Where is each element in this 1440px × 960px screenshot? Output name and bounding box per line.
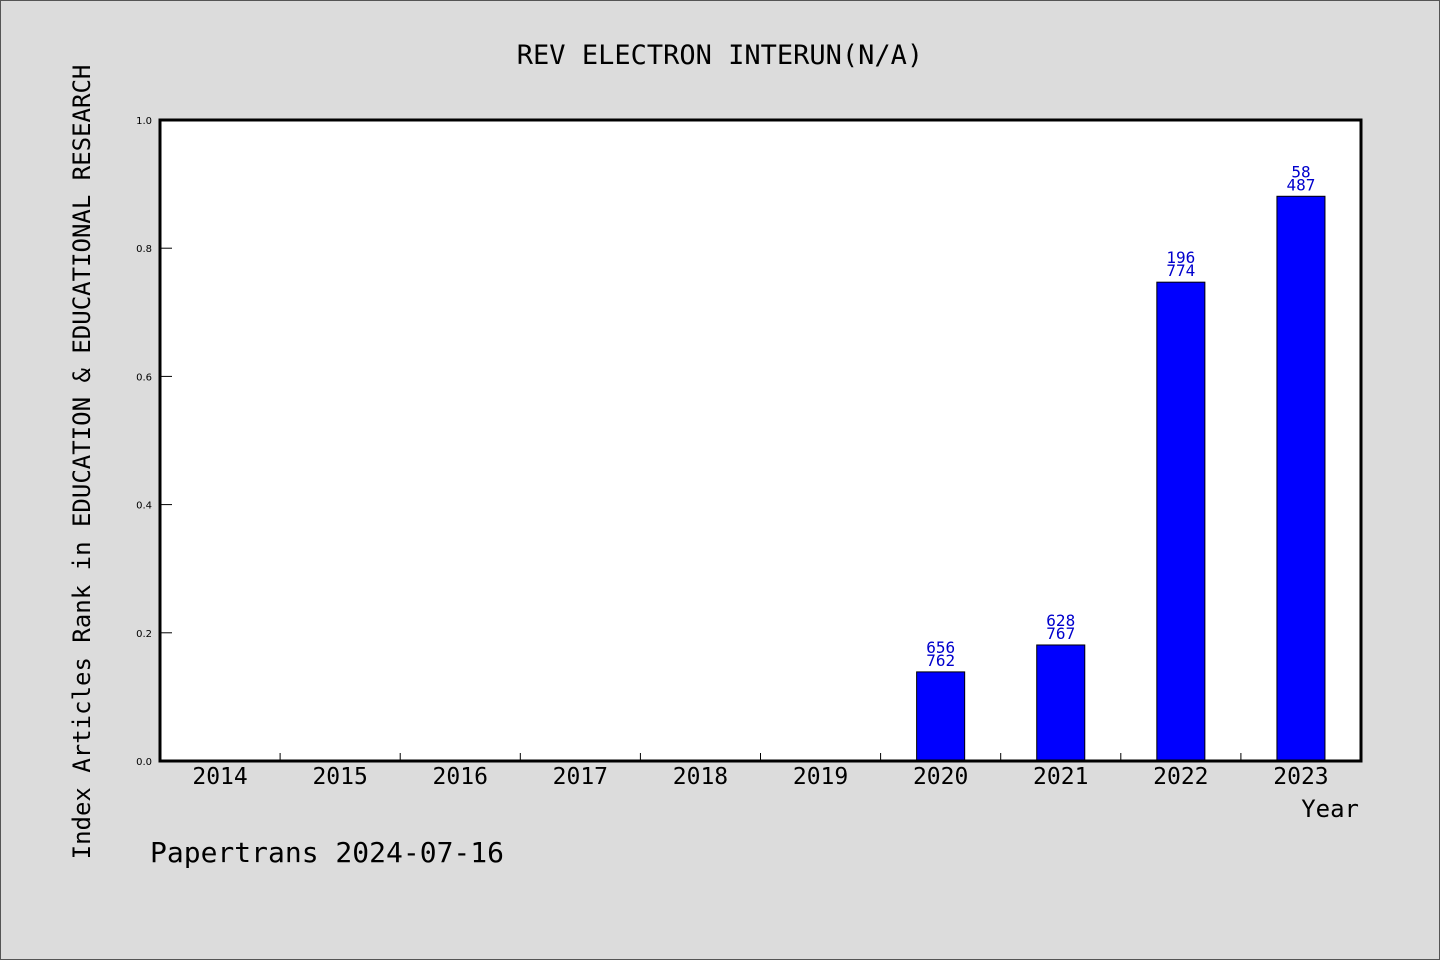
data-label-bottom: 767 [1046,624,1075,643]
data-label-bottom: 762 [926,651,955,670]
bar-2021 [1036,644,1086,762]
x-tick-label: 2017 [553,764,608,790]
x-tick-label: 2016 [433,764,488,790]
x-tick-label: 2014 [192,764,247,790]
x-tick-label: 2021 [1033,764,1088,790]
x-tick-label: 2015 [312,764,367,790]
y-tick-label: 0.0 [136,757,152,768]
x-tick-label: 2020 [913,764,968,790]
chart-title: REV ELECTRON INTERUN(N/A) [517,40,923,71]
y-tick-label: 0.4 [136,501,152,512]
bar-2020 [916,671,966,762]
bar-2023 [1276,195,1326,762]
x-tick-label: 2022 [1153,764,1208,790]
data-label-bottom: 487 [1286,175,1315,194]
bar-2022 [1156,281,1206,762]
data-label-top: 196 [1166,248,1195,267]
x-axis-ticks: 2014 2015 2016 2017 2018 2019 2020 2021 2022 2023 [192,753,1329,790]
y-axis-label: Index Articles Rank in EDUCATION & EDUCA… [68,65,96,860]
x-tick-label: 2019 [793,764,848,790]
x-tick-label: 2023 [1273,764,1328,790]
x-axis-label: Year [1301,795,1359,823]
data-label-top: 656 [926,638,955,657]
footer-credit: Papertrans 2024-07-16 [150,836,504,869]
data-label-bottom: 774 [1166,261,1195,280]
y-tick-label: 0.2 [136,629,152,640]
bars [916,195,1326,762]
data-label-top: 628 [1046,611,1075,630]
data-label-top: 58 [1291,162,1310,181]
y-tick-label: 1.0 [136,116,152,127]
plot-border [158,118,1363,763]
x-tick-label: 2018 [673,764,728,790]
y-tick-label: 0.6 [136,372,152,383]
y-tick-label: 0.8 [136,244,152,255]
